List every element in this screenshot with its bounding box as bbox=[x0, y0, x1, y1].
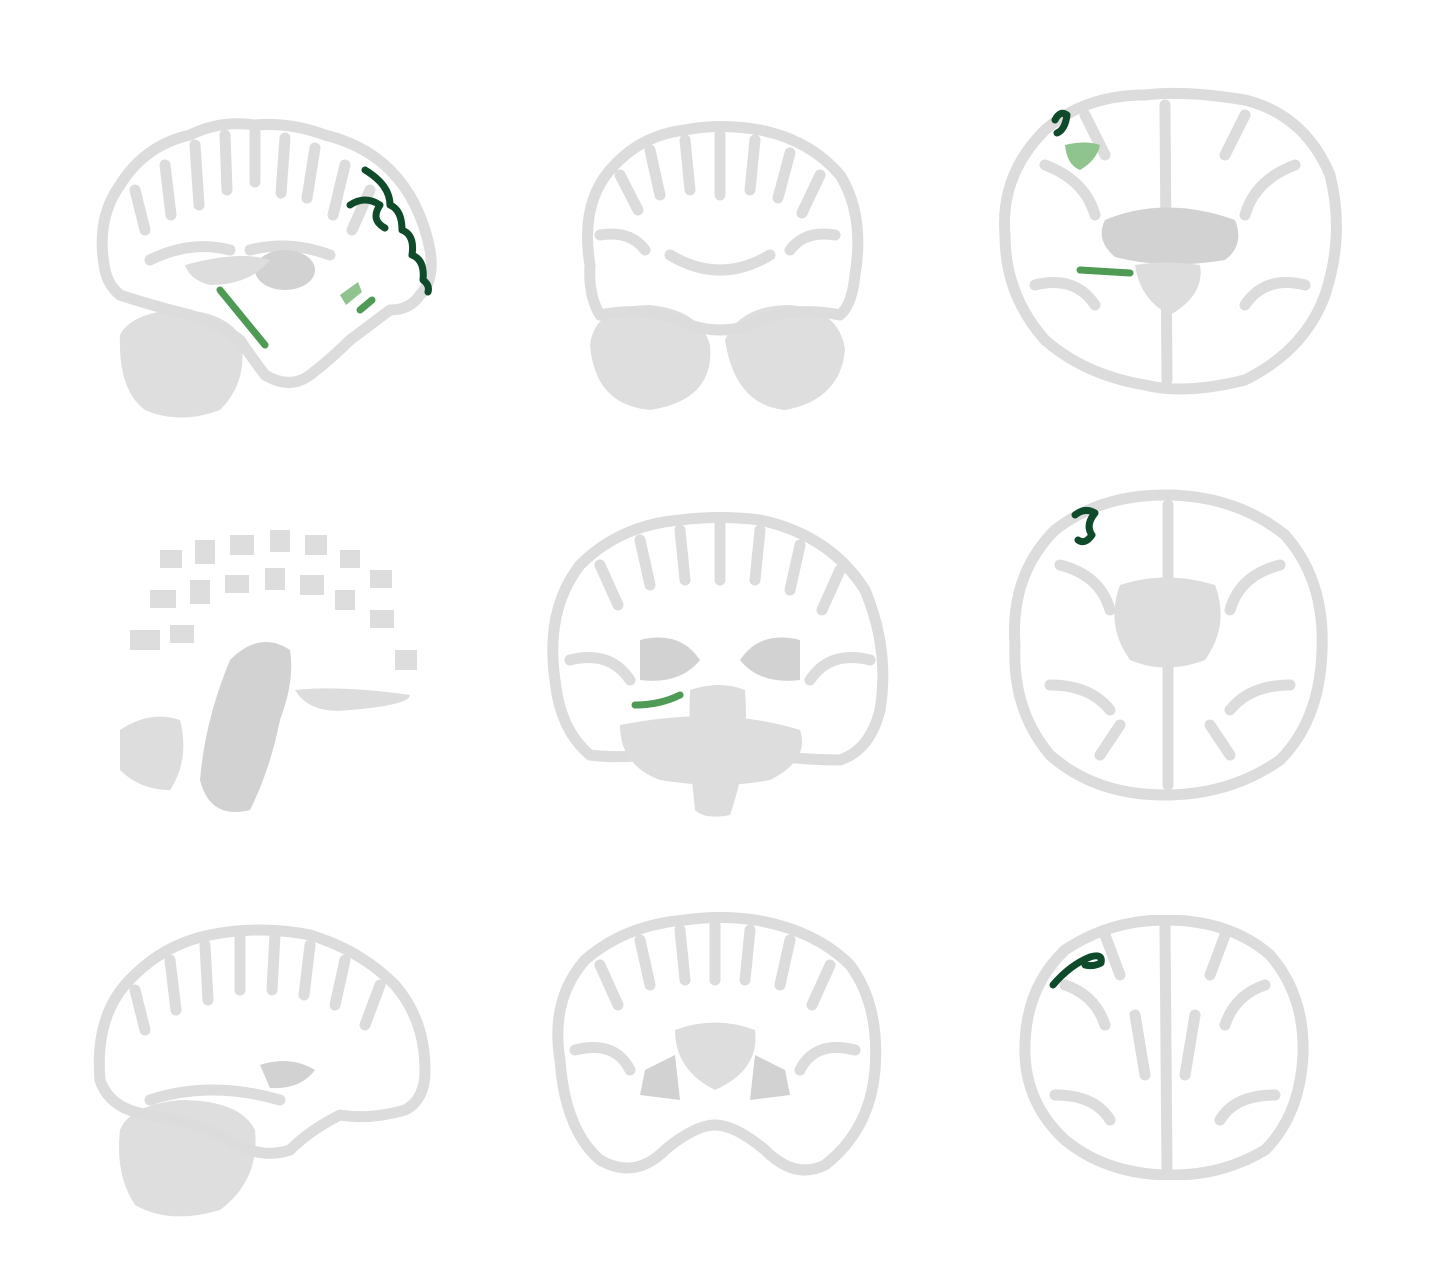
sagittal-slice-row2 bbox=[110, 520, 450, 830]
axial-slice-row2-image bbox=[1009, 489, 1328, 801]
coronal-slice-row2 bbox=[540, 510, 900, 830]
coronal-slice-row3 bbox=[545, 910, 885, 1190]
coronal-slice-row1 bbox=[570, 115, 870, 425]
axial-slice-row1 bbox=[985, 85, 1350, 395]
sagittal-slice-row1-image bbox=[96, 118, 437, 418]
axial-slice-row2 bbox=[1000, 485, 1335, 805]
sagittal-slice-row2-image bbox=[120, 530, 417, 812]
sagittal-slice-row3-image bbox=[93, 924, 431, 1217]
axial-slice-row1-image bbox=[999, 87, 1342, 395]
coronal-slice-row3-image bbox=[552, 912, 882, 1176]
axial-slice-row3 bbox=[1015, 915, 1315, 1180]
coronal-slice-row1-image bbox=[582, 121, 864, 410]
coronal-slice-row2-image bbox=[547, 512, 889, 817]
sagittal-slice-row1 bbox=[90, 110, 440, 430]
axial-slice-row3-image bbox=[1019, 915, 1309, 1180]
sagittal-slice-row3 bbox=[90, 920, 435, 1230]
